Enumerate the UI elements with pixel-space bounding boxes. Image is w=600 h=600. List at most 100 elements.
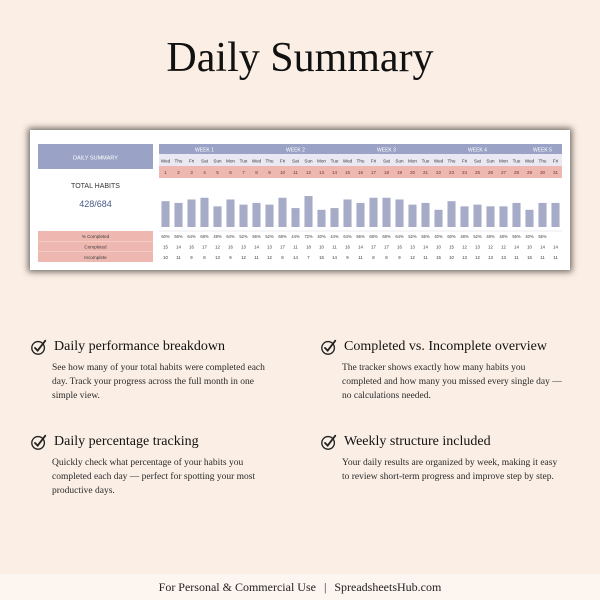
completed-count: 12 [501,245,506,250]
footer: For Personal & Commercial Use | Spreadsh… [0,574,600,600]
daily-bar [395,199,404,227]
completed-count: 16 [189,245,194,250]
weekday-label: Wed [525,159,535,164]
incomplete-count: 15 [319,255,324,260]
daily-bar [447,201,456,227]
weekday-label: Thu [539,159,547,164]
percent-label: 64% [187,234,196,239]
day-number: 19 [397,170,403,175]
weekday-label: Mon [499,159,508,164]
weekday-label: Mon [408,159,417,164]
feature-item: Weekly structure included Your daily res… [320,433,565,484]
completed-count: 14 [254,245,259,250]
completed-count: 14 [514,245,519,250]
percent-label: 44% [330,234,339,239]
daily-bar [382,197,391,227]
incomplete-count: 8 [281,255,284,260]
daily-bar [317,209,326,227]
percent-label: 64% [226,234,235,239]
daily-bar [551,202,560,227]
completed-count: 13 [475,245,480,250]
daily-bar [265,204,274,227]
daily-bar [434,209,443,227]
completed-count: 17 [384,245,389,250]
tracker-sheet: DAILY SUMMARY TOTAL HABITS 428/684 % Com… [38,140,562,262]
feature-title: Daily performance breakdown [54,339,226,354]
summary-header-bg [38,144,153,169]
day-number: 7 [242,170,245,175]
week-label: WEEK 1 [195,148,214,154]
incomplete-count: 14 [332,255,337,260]
completed-count: 18 [306,245,311,250]
weekday-label: Tue [240,159,248,164]
weekday-label: Thu [357,159,365,164]
daily-bar [408,204,417,227]
weekday-label: Mon [317,159,326,164]
incomplete-count: 12 [267,255,272,260]
percent-label: 40% [525,234,534,239]
weekday-label: Fri [371,159,376,164]
weekday-label: Sat [383,159,391,164]
percent-label: 72% [304,234,313,239]
completed-count: 14 [540,245,545,250]
incomplete-count: 9 [229,255,232,260]
incomplete-count: 11 [553,255,558,260]
feature-item: Completed vs. Incomplete overview The tr… [320,338,565,403]
incomplete-count: 13 [462,255,467,260]
week-label: WEEK 2 [286,148,305,154]
weekday-label: Sat [474,159,482,164]
day-number: 17 [371,170,377,175]
percent-label: 52% [473,234,482,239]
daily-bar [343,199,352,227]
completed-count: 17 [280,245,285,250]
week-header-bg [159,144,562,154]
daily-bar [330,208,339,227]
daily-bar [499,206,508,227]
weekday-label: Sun [304,159,313,164]
percent-label: 40% [317,234,326,239]
incomplete-count: 11 [514,255,519,260]
week-label: WEEK 3 [377,148,396,154]
completed-count: 15 [449,245,454,250]
weekday-label: Tue [422,159,430,164]
percent-label: 52% [408,234,417,239]
week-label: WEEK 5 [533,148,552,154]
daily-bar [369,197,378,227]
day-number: 27 [501,170,507,175]
completed-count: 10 [436,245,441,250]
percent-label: 48% [460,234,469,239]
week-label: WEEK 4 [468,148,487,154]
feature-description: Your daily results are organized by week… [342,458,558,482]
weekday-label: Wed [434,159,444,164]
percent-label: 52% [239,234,248,239]
completed-count: 17 [202,245,207,250]
day-number: 15 [345,170,351,175]
completed-count: 13 [241,245,246,250]
daily-bar [304,196,313,227]
incomplete-count: 14 [293,255,298,260]
day-number: 2 [177,170,180,175]
check-circle-icon [321,434,337,450]
day-number: 5 [216,170,219,175]
day-number: 24 [462,170,468,175]
footer-website[interactable]: SpreadsheetsHub.com [334,579,442,594]
feature-description: See how many of your total habits were c… [52,363,265,401]
incomplete-count: 13 [488,255,493,260]
completed-count: 13 [267,245,272,250]
check-circle-icon [31,339,47,355]
completed-count: 14 [358,245,363,250]
daily-bar [174,202,183,227]
day-number: 4 [203,170,206,175]
incomplete-count: 12 [410,255,415,260]
daily-bar [525,209,534,227]
incomplete-count: 12 [475,255,480,260]
daily-bar [252,202,261,227]
day-number: 29 [527,170,533,175]
daily-bar [538,202,547,227]
percent-label: 56% [356,234,365,239]
daily-bar [200,197,209,227]
weekday-label: Sun [486,159,495,164]
feature-title: Weekly structure included [344,434,491,449]
tracker-sheet-preview: DAILY SUMMARY TOTAL HABITS 428/684 % Com… [30,130,570,270]
day-number: 22 [436,170,442,175]
